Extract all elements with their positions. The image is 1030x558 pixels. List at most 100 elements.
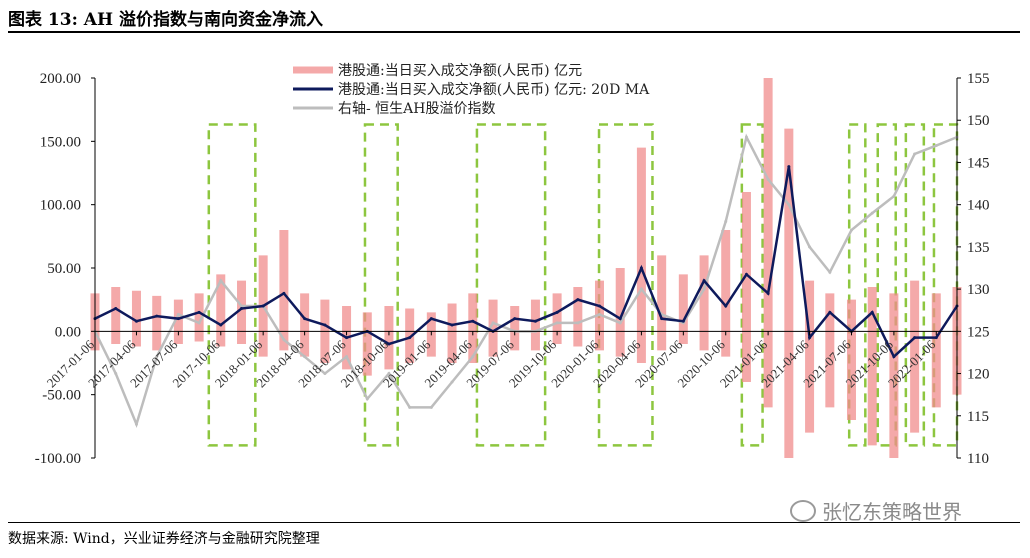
ma20-point <box>345 336 349 340</box>
ma20-point <box>513 317 517 321</box>
ma20-point <box>471 319 475 323</box>
right-tick-label: 135 <box>967 240 990 256</box>
ah-premium-point <box>597 312 601 316</box>
ah-premium-point <box>365 397 369 401</box>
ah-premium-point <box>219 279 223 283</box>
ma20-point <box>681 319 685 323</box>
left-tick-label: 200.00 <box>40 71 81 87</box>
ah-premium-point <box>303 355 307 359</box>
ma20-point <box>576 298 580 302</box>
right-tick-label: 145 <box>967 155 990 171</box>
ma20-point <box>934 336 938 340</box>
ah-premium-point <box>870 211 874 215</box>
left-tick-label: 150.00 <box>40 134 81 150</box>
ah-premium-point <box>408 405 412 409</box>
ah-premium-point <box>114 372 118 376</box>
left-tick-label: -100.00 <box>35 451 81 467</box>
ma20-point <box>702 279 706 283</box>
ma20-point <box>597 304 601 308</box>
highlight-box-3 <box>475 123 547 447</box>
ma20-point <box>240 307 244 311</box>
ma20-point <box>892 355 896 359</box>
watermark: 张忆东策略世界 <box>790 496 962 525</box>
left-tick-label: 0.00 <box>55 324 81 340</box>
ma20-point <box>913 336 917 340</box>
right-tick-label: 120 <box>967 367 990 383</box>
left-tick-label: -50.00 <box>42 388 81 404</box>
ma20-point <box>618 317 622 321</box>
legend-label: 港股通:当日买入成交净额(人民币) 亿元 <box>338 62 582 79</box>
right-tick-label: 140 <box>967 198 990 214</box>
ah-premium-point <box>892 194 896 198</box>
ma20-point <box>787 165 791 169</box>
highlight-box-6 <box>847 123 867 447</box>
ma20-point <box>323 323 327 327</box>
right-tick-label: 110 <box>967 451 989 467</box>
left-tick-label: 50.00 <box>47 261 81 277</box>
ma20-point <box>282 291 286 295</box>
ah-premium-point <box>429 405 433 409</box>
right-tick-label: 130 <box>967 282 990 298</box>
ah-premium-point <box>282 338 286 342</box>
ma20-point <box>408 336 412 340</box>
ah-premium-point <box>471 355 475 359</box>
ma20-point <box>744 272 748 276</box>
highlight-boxes <box>207 123 959 447</box>
ah-premium-point <box>345 355 349 359</box>
right-tick-label: 115 <box>967 409 989 425</box>
ma20-point <box>197 310 201 314</box>
ma20-point <box>261 304 265 308</box>
source-note: 数据来源: Wind，兴业证券经济与金融研究院整理 <box>8 531 320 547</box>
right-tick-label: 125 <box>967 324 990 340</box>
highlight-box-7 <box>876 123 897 447</box>
ah-premium-point <box>197 321 201 325</box>
ma20-point <box>533 319 537 323</box>
ah-premium-point <box>724 220 728 224</box>
wechat-icon <box>790 499 816 522</box>
ah-premium-point <box>491 321 495 325</box>
left-tick-label: 100.00 <box>40 198 81 214</box>
legend-label: 右轴- 恒生AH股溢价指数 <box>338 101 496 117</box>
legend-label: 港股通:当日买入成交净额(人民币) 亿元: 20D MA <box>338 81 650 98</box>
ma20-point <box>219 323 223 327</box>
ma20-point <box>303 317 307 321</box>
right-tick-label: 155 <box>967 71 990 87</box>
ma20-point <box>639 266 643 270</box>
highlight-box-1 <box>207 123 257 447</box>
ah-premium-point <box>450 380 454 384</box>
ah-premium-point <box>155 355 159 359</box>
ah-premium-point <box>913 152 917 156</box>
ah-premium-point <box>134 422 138 426</box>
ma20-point <box>660 317 664 321</box>
ma20-point <box>155 314 159 318</box>
ah-premium-point <box>702 287 706 291</box>
ah-premium-point <box>555 321 559 325</box>
ma20-point <box>450 323 454 327</box>
ah-premium-point <box>323 372 327 376</box>
ma20-point <box>176 317 180 321</box>
ah-premium-chart: 200.00 150.00 100.00 50.00 0.00 -50.00 -100.00… <box>35 62 990 467</box>
footer-divider <box>8 522 1020 523</box>
ma20-point <box>429 317 433 321</box>
ah-premium-point <box>808 245 812 249</box>
ah-premium-point <box>176 312 180 316</box>
ah-premium-point <box>787 203 791 207</box>
watermark-text: 张忆东策略世界 <box>822 500 962 524</box>
ah-premium-point <box>240 304 244 308</box>
ma20-point <box>134 319 138 323</box>
ma20-point <box>387 342 391 346</box>
ah-premium-point <box>618 321 622 325</box>
ah-premium-point <box>387 372 391 376</box>
ma20-point <box>808 336 812 340</box>
title-divider <box>8 31 1020 33</box>
ma20-point <box>828 310 832 314</box>
right-tick-label: 150 <box>967 113 990 129</box>
ma20-point <box>766 291 770 295</box>
ma20-series <box>93 165 959 359</box>
ah-premium-point <box>934 144 938 148</box>
ah-premium-point <box>576 321 580 325</box>
highlight-box-8 <box>904 123 926 447</box>
highlight-box-5 <box>740 123 764 447</box>
ah-premium-point <box>639 287 643 291</box>
